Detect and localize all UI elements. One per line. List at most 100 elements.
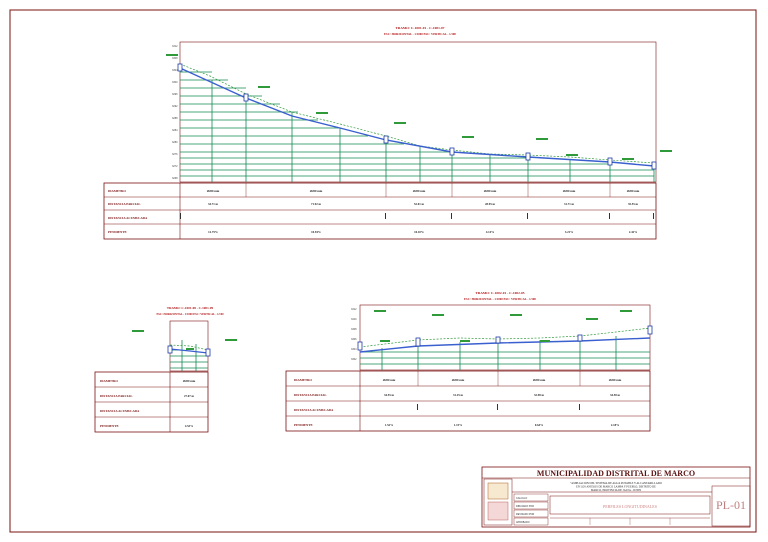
p3-row-label-slope: PENDIENTE xyxy=(294,423,313,427)
profile-2-terrain xyxy=(169,344,209,351)
plan-title: PERFILES LONGITUDINALES xyxy=(603,504,657,509)
p1-slope-1: 12.75% xyxy=(208,230,218,234)
p2-row-label-dist-acc: DISTANCIA ACUMULADA xyxy=(100,409,140,413)
p2-row-label-distance: DISTANCIA PARCIAL xyxy=(100,394,133,398)
p3-slope-2: 1.15% xyxy=(454,423,462,427)
svg-text:3272: 3272 xyxy=(172,165,178,168)
svg-text:3312: 3312 xyxy=(351,308,357,311)
p3-slope-1: 1.52% xyxy=(385,423,393,427)
row-label-slope: PENDIENTE xyxy=(108,230,127,234)
svg-text:3284: 3284 xyxy=(172,129,178,132)
profile-1-title: TRAMO: C-1001-01 - C-1001-07 xyxy=(395,26,444,30)
p3-row-label-dist-acc: DISTANCIA ACUMULADA xyxy=(294,408,334,412)
svg-text:3300: 3300 xyxy=(172,81,178,84)
profile-3-grid xyxy=(360,336,650,370)
stamp xyxy=(487,501,509,521)
profile-3-terrain xyxy=(359,327,651,348)
p1-dist-acc-ticks xyxy=(180,213,654,219)
field-dibujado: DIBUJADO POR xyxy=(516,505,534,508)
profile-3-title: TRAMO: C-1002-01 - C-1002-05 xyxy=(475,291,524,295)
profile-1-pipe xyxy=(179,67,655,167)
p1-diameter-6: Ø200 mm xyxy=(627,189,640,193)
svg-text:3296: 3296 xyxy=(172,93,178,96)
profile-2-pipe xyxy=(169,348,209,354)
svg-text:3304: 3304 xyxy=(172,69,178,72)
p1-diameter-3: Ø200 mm xyxy=(413,189,426,193)
p1-diameter-5: Ø200 mm xyxy=(563,189,576,193)
p2-distance-1: 27.07 m xyxy=(184,394,195,398)
p1-distance-5: 31.71 m xyxy=(564,202,575,206)
p1-slope-2: 10.94% xyxy=(311,230,321,234)
field-revisado: REVISADO POR xyxy=(516,513,534,516)
svg-text:3302: 3302 xyxy=(351,358,357,361)
profile-2-manholes xyxy=(167,345,211,357)
p3-slope-3: 0.64% xyxy=(535,423,543,427)
profile-3-elevation-ticks: 3312 3310 3308 3306 3304 3302 xyxy=(351,308,357,361)
svg-text:3310: 3310 xyxy=(351,318,357,321)
p1-diameter-2: Ø200 mm xyxy=(310,189,323,193)
row-label-diameter: DIAMETRO xyxy=(108,189,126,193)
plan-title-box xyxy=(549,495,711,515)
profile-3: TRAMO: C-1002-01 - C-1002-05 ESC: HORIZO… xyxy=(285,291,653,432)
row-label-dist-acc: DISTANCIA ACUMULADA xyxy=(108,216,148,220)
svg-text:3288: 3288 xyxy=(172,117,178,120)
p3-diameter-1: Ø200 mm xyxy=(383,378,396,382)
profile-3-annotations xyxy=(374,310,632,342)
p1-slope-4: 4.14% xyxy=(486,230,494,234)
project-line-1: "AMPLIACION DEL SISTEMA DE AGUA POTABLE … xyxy=(570,482,662,485)
profile-1-elevation-ticks: 3312 3308 3304 3300 3296 3292 3288 3284 3280 3… xyxy=(172,45,178,180)
profile-3-frame xyxy=(359,304,651,371)
svg-text:3292: 3292 xyxy=(172,105,178,108)
profile-3-scale: ESC: HORIZONTAL - 1/1000 ESC: VERTICAL -… xyxy=(464,297,536,301)
p1-slope-3: 10.10% xyxy=(414,230,424,234)
profile-3-pipe xyxy=(359,337,651,353)
profile-1-table: DIAMETRO DISTANCIA PARCIAL DISTANCIA ACU… xyxy=(103,182,657,240)
p1-diameter-4: Ø200 mm xyxy=(484,189,497,193)
p3-row-label-distance: DISTANCIA PARCIAL xyxy=(294,393,327,397)
profile-2: TRAMO: C-1001-08 - C-1001-09 ESC: HORIZO… xyxy=(94,306,237,433)
title-block: MUNICIPALIDAD DISTRITAL DE MARCO "AMPLIA… xyxy=(481,466,751,528)
title-block-fields xyxy=(513,493,549,526)
p1-slope-5: 3.21% xyxy=(565,230,573,234)
p3-diameter-4: Ø200 mm xyxy=(609,378,622,382)
p1-distance-1: 34.71 m xyxy=(208,202,219,206)
p2-slope-1: 4.53% xyxy=(185,424,193,428)
profile-1-annotations xyxy=(166,54,672,160)
profile-1: TRAMO: C-1001-01 - C-1001-07 ESC: HORIZO… xyxy=(103,26,672,240)
project-line-2: EN LOS ANEXOS DE MARCO LAMPA Y PUEBLO, D… xyxy=(576,486,656,489)
svg-text:3306: 3306 xyxy=(351,338,357,341)
p3-distance-1: 34.55 m xyxy=(384,393,395,397)
p3-diameter-2: Ø200 mm xyxy=(452,378,465,382)
p2-row-label-slope: PENDIENTE xyxy=(100,424,119,428)
profile-2-annotations xyxy=(132,330,237,350)
profile-3-manholes xyxy=(357,325,653,351)
svg-text:3304: 3304 xyxy=(351,348,357,351)
p3-diameter-3: Ø200 mm xyxy=(533,378,546,382)
p3-distance-2: 31.25 m xyxy=(453,393,464,397)
field-aprobado: APROBADO xyxy=(516,521,530,524)
svg-text:3276: 3276 xyxy=(172,153,178,156)
p1-distance-3: 52.01 m xyxy=(414,202,425,206)
svg-text:3280: 3280 xyxy=(172,141,178,144)
sheet-border xyxy=(9,9,757,533)
profile-2-grid xyxy=(170,340,208,371)
p1-distance-2: 71.92 m xyxy=(311,202,322,206)
municipality-name: MUNICIPALIDAD DISTRITAL DE MARCO xyxy=(537,469,695,478)
svg-text:3268: 3268 xyxy=(172,177,178,180)
profile-2-table: DIAMETRO DISTANCIA PARCIAL DISTANCIA ACU… xyxy=(94,371,209,433)
project-line-3: MARCO, PROVINCIA DE JAUJA - JUNIN xyxy=(591,489,641,492)
profile-1-scale: ESC: HORIZONTAL - 1/1000 ESC: VERTICAL -… xyxy=(384,32,456,36)
p3-row-label-diameter: DIAMETRO xyxy=(294,378,312,382)
svg-text:3312: 3312 xyxy=(172,45,178,48)
svg-text:3308: 3308 xyxy=(172,57,178,60)
profile-3-table: DIAMETRO DISTANCIA PARCIAL DISTANCIA ACU… xyxy=(285,370,651,432)
svg-text:3308: 3308 xyxy=(351,328,357,331)
profile-1-terrain xyxy=(179,63,655,164)
p3-slope-4: 2.18% xyxy=(611,423,619,427)
profile-2-title: TRAMO: C-1001-08 - C-1001-09 xyxy=(167,306,214,310)
p1-diameter-1: Ø200 mm xyxy=(207,189,220,193)
logo-box xyxy=(483,478,513,526)
p1-distance-6: 35.55 m xyxy=(628,202,639,206)
plan-number: PL-01 xyxy=(716,498,746,512)
